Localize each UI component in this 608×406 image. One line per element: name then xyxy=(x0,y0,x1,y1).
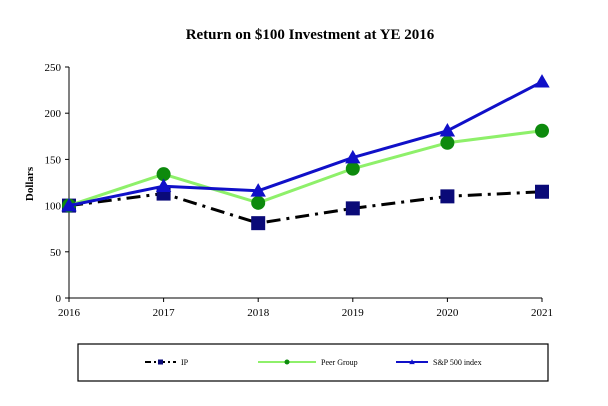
series-line-s-p-500-index xyxy=(68,80,543,208)
point-s-p-500-index xyxy=(155,178,172,192)
legend-marker-ip xyxy=(158,359,163,365)
point-s-p-500-index xyxy=(534,74,550,88)
legend-marker-peer-group xyxy=(284,359,290,365)
series-line-ip xyxy=(68,190,543,225)
point-peer-group xyxy=(440,135,455,150)
chart-title: Return on $100 Investment at YE 2016 xyxy=(186,27,435,43)
y-tick-label: 150 xyxy=(45,154,62,166)
point-s-p-500-index xyxy=(439,123,456,137)
axes: 0 50 100 150 200 250 2016 2017 2018 2019 2020 2021 xyxy=(45,62,554,319)
point-s-p-500-index xyxy=(345,149,361,164)
legend-marker-s-p-500-index xyxy=(409,359,415,365)
y-tick-label: 0 xyxy=(56,293,62,305)
point-peer-group xyxy=(345,161,360,176)
legend: IP Peer Group S&P 500 index xyxy=(77,343,549,382)
series-peer-group xyxy=(62,123,549,213)
point-ip xyxy=(251,216,266,231)
series-ip xyxy=(62,184,549,231)
x-tick-label: 2017 xyxy=(153,307,176,319)
x-tick-label: 2021 xyxy=(531,307,553,319)
point-s-p-500-index xyxy=(250,183,266,197)
legend-label-s-p-500-index: S&P 500 index xyxy=(433,358,482,367)
legend-label-peer-group: Peer Group xyxy=(321,358,358,367)
y-axis-label: Dollars xyxy=(24,166,36,201)
x-tick-label: 2016 xyxy=(58,307,81,319)
legend-label-ip: IP xyxy=(181,358,189,367)
point-peer-group xyxy=(535,123,549,138)
x-tick-label: 2020 xyxy=(436,307,459,319)
point-ip xyxy=(535,184,549,199)
series-line-peer-group xyxy=(68,129,543,208)
x-tick-label: 2018 xyxy=(247,307,270,319)
point-peer-group xyxy=(251,195,266,210)
y-tick-label: 100 xyxy=(45,201,62,213)
point-ip xyxy=(345,201,360,216)
x-tick-label: 2019 xyxy=(342,307,365,319)
point-s-p-500-index xyxy=(61,197,77,212)
y-tick-label: 250 xyxy=(45,62,62,74)
y-tick-label: 200 xyxy=(45,108,62,120)
series-layer xyxy=(61,74,550,231)
point-peer-group xyxy=(156,167,171,182)
point-ip xyxy=(440,189,455,204)
y-tick-label: 50 xyxy=(50,247,62,259)
series-s-p-500-index xyxy=(61,74,550,212)
